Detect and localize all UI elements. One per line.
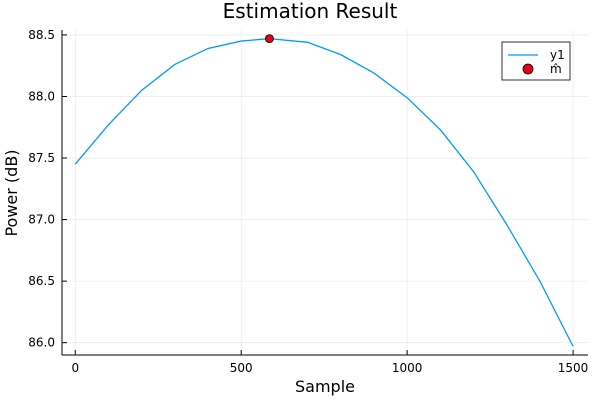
scatter-point-mhat	[265, 34, 274, 44]
x-tick-label: 1500	[558, 361, 589, 375]
legend-marker-swatch	[522, 63, 534, 75]
y-tick-label: 86.0	[28, 336, 55, 350]
series-layer	[74, 34, 574, 347]
y-tick-label: 88.0	[28, 89, 55, 103]
grid	[62, 30, 588, 355]
y-tick-label: 86.5	[28, 274, 55, 288]
chart-title: Estimation Result	[223, 0, 398, 23]
legend: y1 m̂	[501, 41, 571, 81]
x-axis-label: Sample	[295, 377, 355, 396]
axes	[61, 30, 588, 356]
series-line-y1	[74, 37, 574, 347]
legend-label-line: y1	[550, 48, 565, 62]
y-ticks: 86.0 86.5 87.0 87.5 88.0 88.5	[28, 28, 67, 350]
y-tick-label: 87.0	[28, 213, 55, 227]
legend-box	[501, 41, 571, 81]
y-tick-label: 87.5	[28, 151, 55, 165]
y-tick-label: 88.5	[28, 28, 55, 42]
x-tick-label: 0	[71, 361, 79, 375]
x-tick-label: 500	[230, 361, 253, 375]
legend-label-marker: m̂	[550, 62, 562, 76]
x-ticks: 0 500 1000 1500	[71, 350, 588, 375]
y-axis-label: Power (dB)	[2, 149, 21, 236]
x-tick-label: 1000	[392, 361, 423, 375]
